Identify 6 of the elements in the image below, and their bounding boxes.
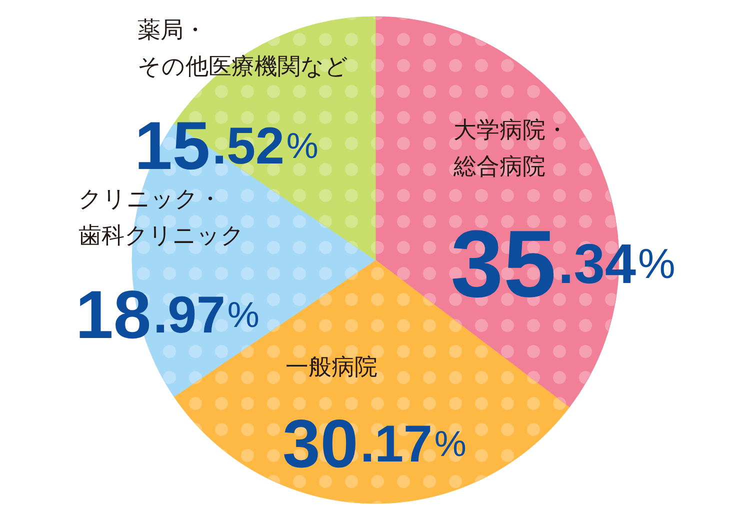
slice-label: 一般病院 <box>286 354 378 380</box>
data-label: 30.17% <box>282 406 466 482</box>
slice-label: 大学病院・総合病院 <box>452 116 568 179</box>
slice-label: 薬局・その他医療機関など <box>138 16 348 79</box>
data-label: 18.97% <box>76 277 260 353</box>
slice-label: クリニック・歯科クリニック <box>78 186 244 248</box>
